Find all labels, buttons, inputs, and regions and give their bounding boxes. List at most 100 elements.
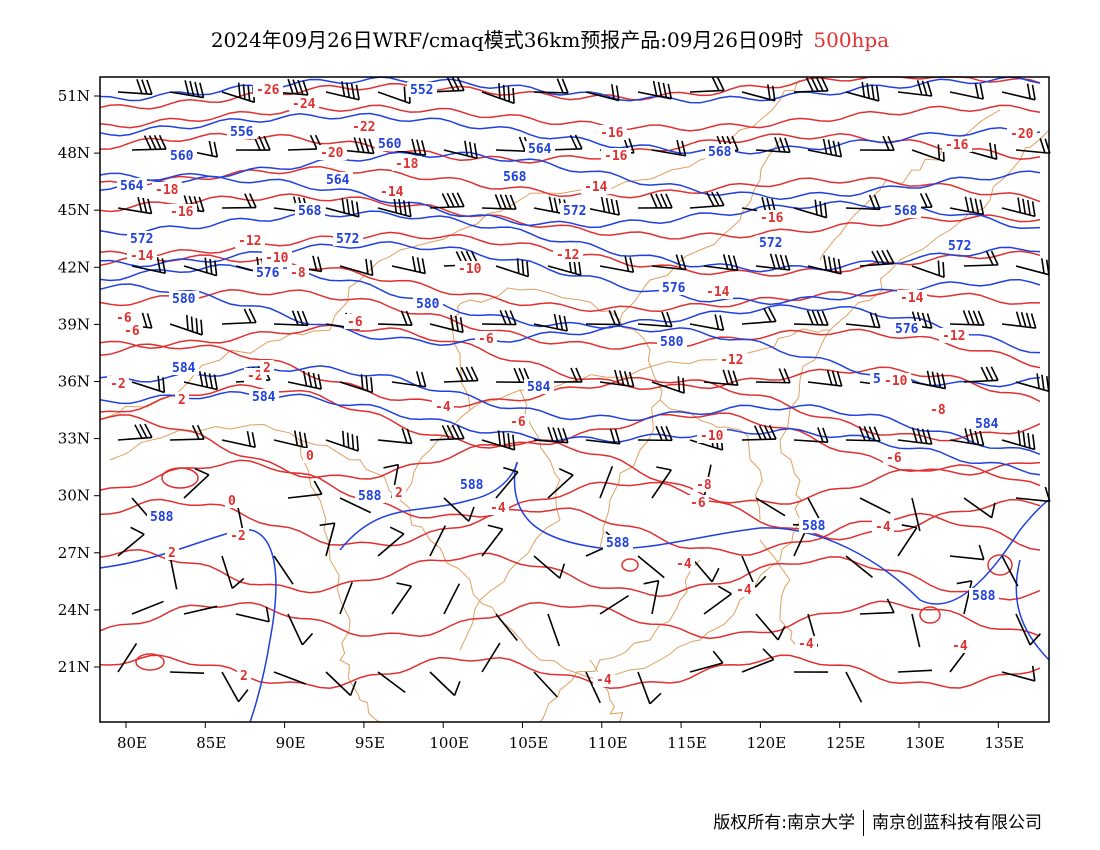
wind-barb	[755, 368, 791, 384]
contour-label-bg	[733, 582, 755, 597]
temperature-isoline	[99, 324, 1041, 403]
contour-label-bg	[262, 250, 292, 265]
boundary-line	[99, 79, 801, 421]
wind-barb	[547, 613, 561, 647]
contour-label-bg	[673, 556, 695, 571]
contour-label: -8	[290, 266, 306, 281]
contour-label-bg	[457, 477, 487, 492]
contour-label-bg	[693, 477, 715, 492]
contour-label: -20	[1010, 127, 1034, 142]
contour-label: -6	[690, 496, 706, 511]
contour-label: 588	[802, 519, 826, 534]
wind-barb	[651, 139, 687, 157]
wind-barb	[689, 650, 724, 673]
contour-label-bg	[942, 137, 972, 152]
contour-label-bg	[113, 310, 135, 325]
contour-label-bg	[939, 328, 969, 343]
contour-label-bg	[249, 389, 279, 404]
contour-label-bg	[500, 169, 530, 184]
contour-label: -4	[596, 673, 612, 688]
wind-barb	[481, 642, 501, 673]
temperature-isoline	[135, 653, 165, 671]
contour-label: 2	[263, 361, 271, 376]
wind-barb	[443, 583, 461, 615]
contour-label: -12	[556, 248, 579, 263]
wind-barb	[585, 428, 621, 445]
boundary-line	[759, 539, 801, 651]
wind-barb	[949, 196, 985, 216]
wind-barb	[183, 605, 218, 615]
height-isoline	[99, 175, 1041, 229]
contour-label-bg	[581, 179, 611, 194]
contour-label: -4	[736, 583, 752, 598]
wind-barb	[845, 194, 881, 211]
wind-barb	[949, 428, 985, 447]
temperature-isoline	[99, 414, 1041, 505]
wind-barb	[377, 526, 405, 557]
wind-barb	[1015, 373, 1050, 393]
contour-label: -8	[696, 478, 712, 493]
wind-barb	[897, 524, 918, 557]
wind-barb	[533, 555, 566, 579]
contour-label-bg	[117, 178, 147, 193]
contour-label-bg	[107, 376, 129, 391]
wind-barb	[533, 78, 569, 94]
contour-label-bg	[949, 638, 971, 653]
contour-label-bg	[147, 509, 177, 524]
wind-barb	[221, 193, 257, 209]
wind-barb	[1001, 665, 1036, 682]
contour-label: 588	[606, 536, 630, 551]
lon-tick-label: 105E	[509, 734, 549, 752]
contour-label-bg	[795, 636, 817, 651]
contour-label-bg	[121, 323, 143, 338]
contour-label-bg	[413, 296, 443, 311]
wind-barb	[391, 371, 427, 388]
wind-barb	[585, 196, 621, 216]
contour-label-bg	[253, 265, 283, 280]
contour-label-bg	[127, 231, 157, 246]
contour-label: 572	[130, 232, 153, 247]
wind-barb	[533, 313, 569, 332]
contour-label: 588	[972, 589, 996, 604]
wind-barb	[585, 310, 621, 326]
contour-label-bg	[487, 500, 509, 515]
contour-label-bg	[227, 528, 249, 543]
wind-barb	[117, 526, 145, 557]
height-isoline	[99, 151, 1041, 200]
contour-label: 580	[416, 297, 440, 312]
wind-barb	[183, 467, 210, 499]
wind-barb	[845, 555, 873, 578]
wind-barb	[807, 255, 842, 275]
contour-label-bg	[167, 204, 197, 219]
contour-label: -8	[930, 403, 946, 418]
contour-label-bg	[432, 399, 454, 414]
wind-barb	[897, 427, 933, 445]
contour-label-bg	[303, 448, 317, 463]
wind-barb	[845, 81, 880, 102]
contour-label: 564	[120, 179, 144, 194]
wind-barb	[131, 257, 167, 275]
contour-label-bg	[169, 291, 199, 306]
wind-barb	[689, 191, 725, 209]
lat-tick-label: 30N	[58, 487, 90, 505]
wind-barb	[319, 522, 336, 557]
lat-tick-label: 39N	[58, 315, 90, 333]
contour-label: -10	[265, 251, 289, 266]
temperature-isoline	[99, 104, 1041, 132]
contour-label: 568	[503, 170, 527, 185]
contour-label-bg	[597, 125, 627, 140]
contour-label: -4	[435, 400, 451, 415]
wind-barb	[741, 307, 777, 325]
copyright-text: 版权所有:南京大学	[713, 813, 855, 833]
wind-barb	[339, 137, 375, 155]
contour-label: 0	[228, 494, 236, 509]
contour-label-bg	[872, 519, 894, 534]
contour-label: 560	[378, 137, 402, 152]
contour-label: 584	[527, 380, 551, 395]
contour-label-bg	[227, 124, 257, 139]
contour-label-bg	[475, 331, 497, 346]
wind-barb	[755, 253, 791, 271]
wind-barb	[287, 613, 314, 646]
lon-tick-label: 125E	[826, 734, 866, 752]
